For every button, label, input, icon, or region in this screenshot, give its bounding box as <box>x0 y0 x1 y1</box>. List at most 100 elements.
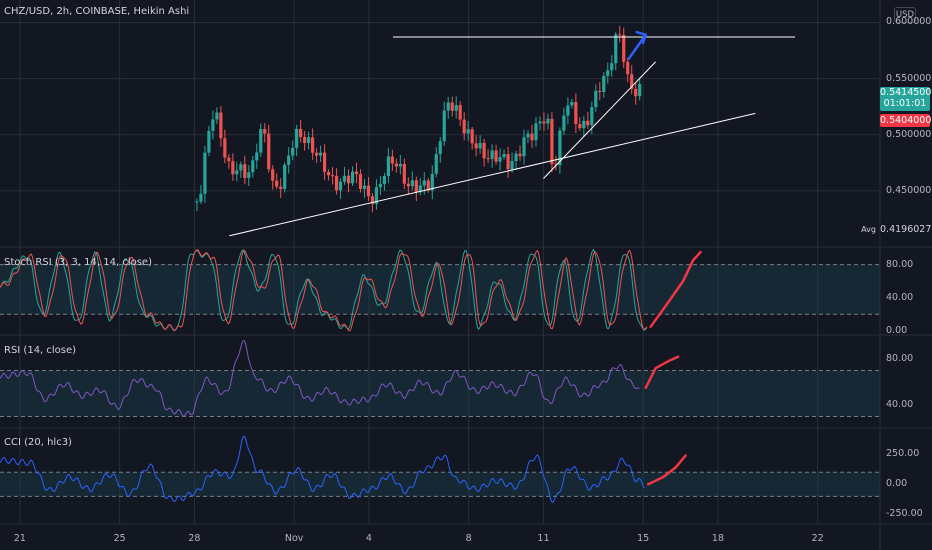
candle-body <box>227 157 231 162</box>
candle-body <box>370 196 375 205</box>
pane2-ytick-1: 40.00 <box>886 399 914 410</box>
candle-body <box>414 180 418 193</box>
candle-body <box>630 74 634 89</box>
candle-body <box>322 152 327 172</box>
candle-body <box>366 185 371 197</box>
pane2-series-0 <box>0 340 640 417</box>
candle-body <box>586 120 590 126</box>
arrow-shaft <box>627 34 647 61</box>
pane1-ytick-2: 0.00 <box>886 324 908 336</box>
x-tick-3: Nov <box>284 533 304 544</box>
candle-body <box>207 130 211 153</box>
candle-body <box>454 105 458 111</box>
candle-body <box>526 133 530 138</box>
pane1-ytick-0: 80.00 <box>886 258 914 270</box>
candle-body <box>542 121 546 124</box>
candle-body <box>430 173 434 191</box>
candle-body <box>239 164 243 171</box>
candle-body <box>566 105 570 116</box>
candle-body <box>307 137 311 143</box>
candle-body <box>255 152 259 161</box>
candle-body <box>334 175 339 191</box>
candle-body <box>502 153 506 158</box>
candle-body <box>235 170 239 175</box>
candle-body <box>203 152 207 194</box>
band-fill-1 <box>0 264 880 315</box>
candle-body <box>482 142 486 159</box>
candle-body <box>346 175 351 184</box>
candle-body <box>271 169 275 181</box>
candle-body <box>295 128 299 148</box>
pane3-series-0 <box>0 435 645 503</box>
candle-body <box>398 163 402 167</box>
candle-body <box>514 153 518 161</box>
candle-body <box>259 129 263 153</box>
last-price-value: 0.54145000 <box>880 87 932 98</box>
candle-body <box>219 112 223 139</box>
pane2-ytick-0: 80.00 <box>886 353 914 364</box>
candle-body <box>582 120 586 129</box>
x-tick-4: 4 <box>365 533 372 544</box>
candle-body <box>474 143 478 149</box>
trendline-0 <box>229 112 756 237</box>
trendline-1 <box>543 61 656 179</box>
main-ytick-0: 0.60000000 <box>886 16 932 28</box>
candle-body <box>315 152 319 156</box>
candle-body <box>418 185 422 193</box>
candle-body <box>626 61 630 75</box>
candle-body <box>438 141 442 155</box>
candle-body <box>546 118 550 124</box>
candle-body <box>434 154 438 174</box>
avg-label: Avg <box>861 224 876 236</box>
candle-body <box>342 175 347 182</box>
candle-body <box>390 156 394 164</box>
candle-body <box>638 84 642 97</box>
candle-body <box>506 153 510 170</box>
last-price-badge: 0.54145000 01:01:01 <box>880 87 932 111</box>
candle-body <box>530 133 534 141</box>
pane1-hand-drawn-curve <box>649 250 702 328</box>
main-ytick-3: 0.45000000 <box>886 184 932 196</box>
pane1-series-0 <box>0 248 648 332</box>
candle-body <box>251 160 255 173</box>
candle-body <box>350 171 355 184</box>
candle-body <box>518 153 522 157</box>
candle-body <box>534 123 538 141</box>
candle-body <box>458 105 462 120</box>
candle-body <box>402 163 406 184</box>
avg-price-badge: 0.41960272 <box>880 223 932 236</box>
candle-body <box>610 63 614 71</box>
candle-body <box>215 112 219 120</box>
main-ytick-1: 0.55000000 <box>886 72 932 84</box>
currency-button[interactable]: USD <box>894 7 916 23</box>
candle-body <box>287 155 291 165</box>
x-tick-0: 21 <box>13 533 26 544</box>
candle-body <box>606 70 610 76</box>
candle-body <box>382 176 387 185</box>
arrow-head <box>635 30 648 45</box>
band-fill-2 <box>0 370 880 417</box>
low-price-badge: 0.54040000 <box>880 114 932 127</box>
x-tick-6: 11 <box>537 533 550 544</box>
candle-body <box>634 88 638 97</box>
candle-body <box>522 137 526 157</box>
x-tick-7: 15 <box>637 533 650 544</box>
candle-body <box>247 172 251 178</box>
candle-body <box>291 147 295 156</box>
candle-body <box>558 130 562 166</box>
candle-body <box>550 118 554 165</box>
candle-body <box>594 90 598 108</box>
candle-body <box>279 186 283 189</box>
candle-body <box>422 180 426 186</box>
candle-body <box>267 133 271 170</box>
candle-body <box>470 129 474 144</box>
candle-body <box>283 164 287 189</box>
pane3-ytick-2: -250.00 <box>886 508 923 520</box>
candle-body <box>374 187 379 205</box>
candle-body <box>570 102 574 106</box>
candle-body <box>538 121 542 124</box>
candle-body <box>574 102 578 124</box>
candle-body <box>386 156 390 177</box>
